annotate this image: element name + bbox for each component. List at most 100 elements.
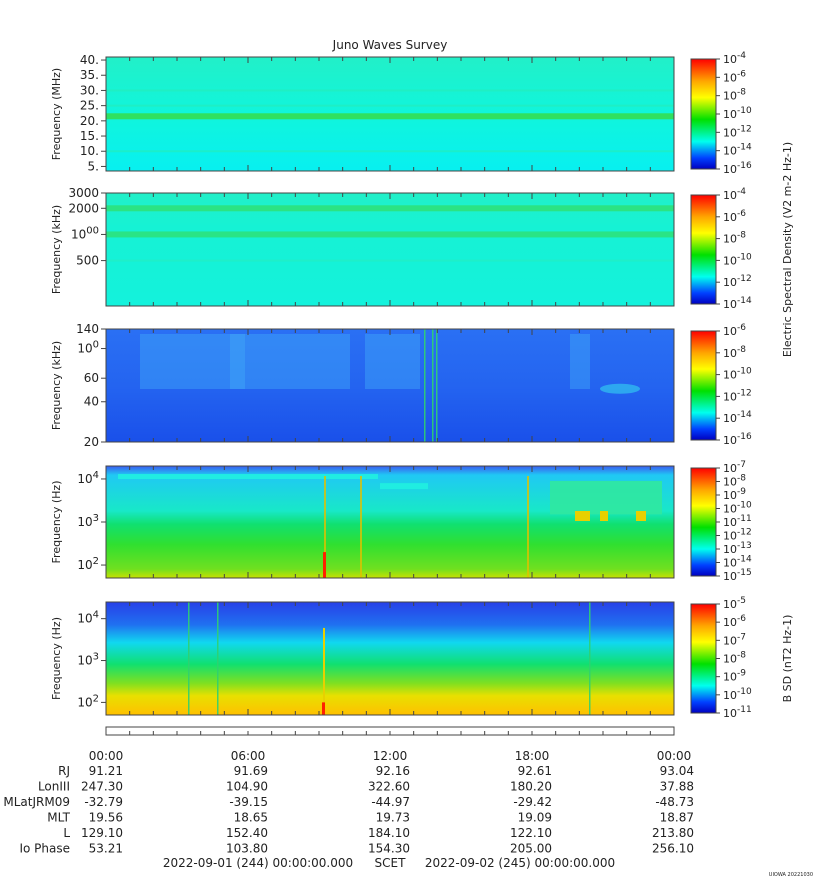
- ephemeris-row: L 129.10 152.40 184.10 122.10 213.80: [63, 826, 694, 840]
- colorbar-tick-label: 10-10: [723, 252, 752, 267]
- ephemeris-value: -39.15: [229, 795, 268, 809]
- colorbar-tick-label: 10-6: [723, 323, 746, 338]
- y-axis-label: Frequency (MHz): [50, 68, 63, 160]
- spike-line: [527, 476, 529, 578]
- chorus-region: [550, 480, 662, 515]
- y-tick-label: 104: [77, 610, 99, 626]
- emission-burst: [365, 334, 420, 389]
- colorbar-tick-label: 10-8: [723, 345, 746, 360]
- y-axis-label: Frequency (kHz): [50, 205, 63, 294]
- colorbar-tick-label: 10-14: [723, 296, 752, 311]
- ephemeris-label: L: [63, 826, 70, 840]
- ephemeris-label: LonIII: [38, 780, 70, 794]
- ephemeris-value: 213.80: [652, 826, 694, 840]
- y-tick-label: 40.: [80, 53, 99, 67]
- y-axis-label: Frequency (Hz): [50, 481, 63, 564]
- colorbar-tick-label: 10-15: [723, 568, 752, 583]
- x-tick-label: 00:00: [89, 749, 124, 763]
- emission-band: [380, 483, 428, 490]
- colorbar-lfr-low-b: 10-5 10-6 10-7 10-8 10-9 10-10 10-11 B SD (nT2 …: [690, 596, 794, 720]
- ephemeris-value: 93.04: [660, 764, 694, 778]
- y-tick-label: 40: [84, 395, 99, 409]
- y-tick-label: 15.: [80, 129, 99, 143]
- colorbar-hfr-low: 10-4 10-6 10-8 10-10 10-12 10-14 Electric Spec…: [690, 142, 794, 357]
- colorbar-tick-label: 10-6: [723, 69, 746, 84]
- panel-hfr-high: 40.35.30. 25.20.15.10.5. Frequency (MHz): [50, 53, 675, 173]
- ephemeris-row: LonIII 247.30 104.90 322.60 180.20 37.88: [38, 780, 694, 794]
- ephemeris-value: 322.60: [368, 780, 410, 794]
- spectrogram-hfr-low: [106, 193, 674, 306]
- spike-line: [589, 602, 591, 715]
- footer-end-time: 2022-09-02 (245) 00:00:00.000: [425, 856, 615, 870]
- y-tick-label: 30.: [80, 83, 99, 97]
- emission-band: [106, 104, 674, 107]
- ephemeris-value: -44.97: [371, 795, 410, 809]
- colorbar-tick-label: 10-8: [723, 651, 746, 666]
- ephemeris-value: -32.79: [84, 795, 123, 809]
- panel-lfr-high: 140 100 60 40 20 Frequency (kHz): [50, 322, 675, 449]
- y-tick-label: 102: [77, 693, 99, 709]
- x-tick-label: 06:00: [231, 749, 266, 763]
- x-tick-label: 18:00: [515, 749, 550, 763]
- colorbar-tick-label: 10-12: [723, 274, 752, 289]
- ephemeris-row: Io Phase 53.21 103.80 154.30 205.00 256.10: [19, 842, 694, 856]
- emission-band: [106, 259, 674, 262]
- colorbar-hfr-high: 10-4 10-6 10-8 10-10 10-12 10-14 10-16: [690, 51, 752, 176]
- colorbar-lfr-low-e: 10-710-810-910-1010-1110-1210-1310-1410-…: [690, 460, 752, 583]
- colorbar-scale: [690, 194, 717, 305]
- colorbar-tick-label: 10-5: [723, 596, 746, 611]
- ephemeris-value: 122.10: [510, 826, 552, 840]
- colorbar-tick-label: 10-8: [723, 231, 746, 246]
- panel-lfr-low-e: 104 103 102 Frequency (Hz): [50, 465, 675, 579]
- spike-line: [323, 552, 326, 578]
- y-tick-label: 500: [76, 254, 99, 268]
- colorbar-tick-label: 10-12: [723, 388, 752, 403]
- colorbar-tick-label: 10-6: [723, 614, 746, 629]
- ephemeris-value: 129.10: [81, 826, 123, 840]
- spike-line: [188, 602, 190, 715]
- colorbar-lfr-high: 10-6 10-8 10-10 10-12 10-14 10-16: [690, 323, 752, 447]
- ephemeris-value: 92.61: [518, 764, 552, 778]
- ephemeris-value: 92.16: [376, 764, 410, 778]
- y-tick-label: 104: [77, 470, 99, 486]
- y-tick-label: 3000: [68, 186, 99, 200]
- colorbar-tick-label: 10-10: [723, 367, 752, 382]
- footer-scet-label: SCET: [375, 856, 407, 870]
- ephemeris-value: 104.90: [226, 780, 268, 794]
- emission-burst: [230, 334, 245, 389]
- colorbar-tick-label: 10-8: [723, 88, 746, 103]
- y-axis-label: Frequency (Hz): [50, 617, 63, 700]
- ephemeris-label: MLatJRM09: [3, 795, 70, 809]
- colorbar-tick-label: 10-10: [723, 687, 752, 702]
- colorbar-tick-label: 10-14: [723, 143, 752, 158]
- emission-burst: [570, 334, 590, 389]
- ephemeris-value: 91.21: [89, 764, 123, 778]
- colorbar-scale: [690, 467, 717, 577]
- y-tick-label: 35.: [80, 68, 99, 82]
- y-tick-label: 103: [77, 652, 99, 668]
- ephemeris-value: 19.09: [518, 811, 552, 825]
- emission-band: [106, 113, 674, 120]
- colorbar-tick-label: 10-9: [723, 669, 746, 684]
- colorbar-tick-label: 10-11: [723, 705, 752, 720]
- spike-line: [436, 329, 438, 442]
- spectrogram-lfr-high: [106, 329, 674, 442]
- y-tick-label: 2000: [68, 201, 99, 215]
- colorbar-scale: [690, 603, 717, 714]
- y-tick-label: 20.: [80, 114, 99, 128]
- ephemeris-value: 205.00: [510, 842, 552, 856]
- colorbar-tick-label: 10-7: [723, 632, 746, 647]
- x-tick-label: 12:00: [373, 749, 408, 763]
- ephemeris-label: Io Phase: [19, 842, 70, 856]
- emission-band: [106, 89, 674, 92]
- ephemeris-value: 18.87: [660, 811, 694, 825]
- emission-band: [106, 231, 674, 238]
- colorbar-scale: [690, 330, 717, 441]
- spike-line: [217, 602, 219, 715]
- colorbar-label: Electric Spectral Density (V2 m-2 Hz-1): [781, 142, 794, 357]
- emission-burst: [140, 334, 350, 389]
- y-tick-label: 25.: [80, 99, 99, 113]
- y-axis-label: Frequency (kHz): [50, 341, 63, 430]
- panel-lfr-low-b: 104 103 102 Frequency (Hz): [50, 601, 675, 716]
